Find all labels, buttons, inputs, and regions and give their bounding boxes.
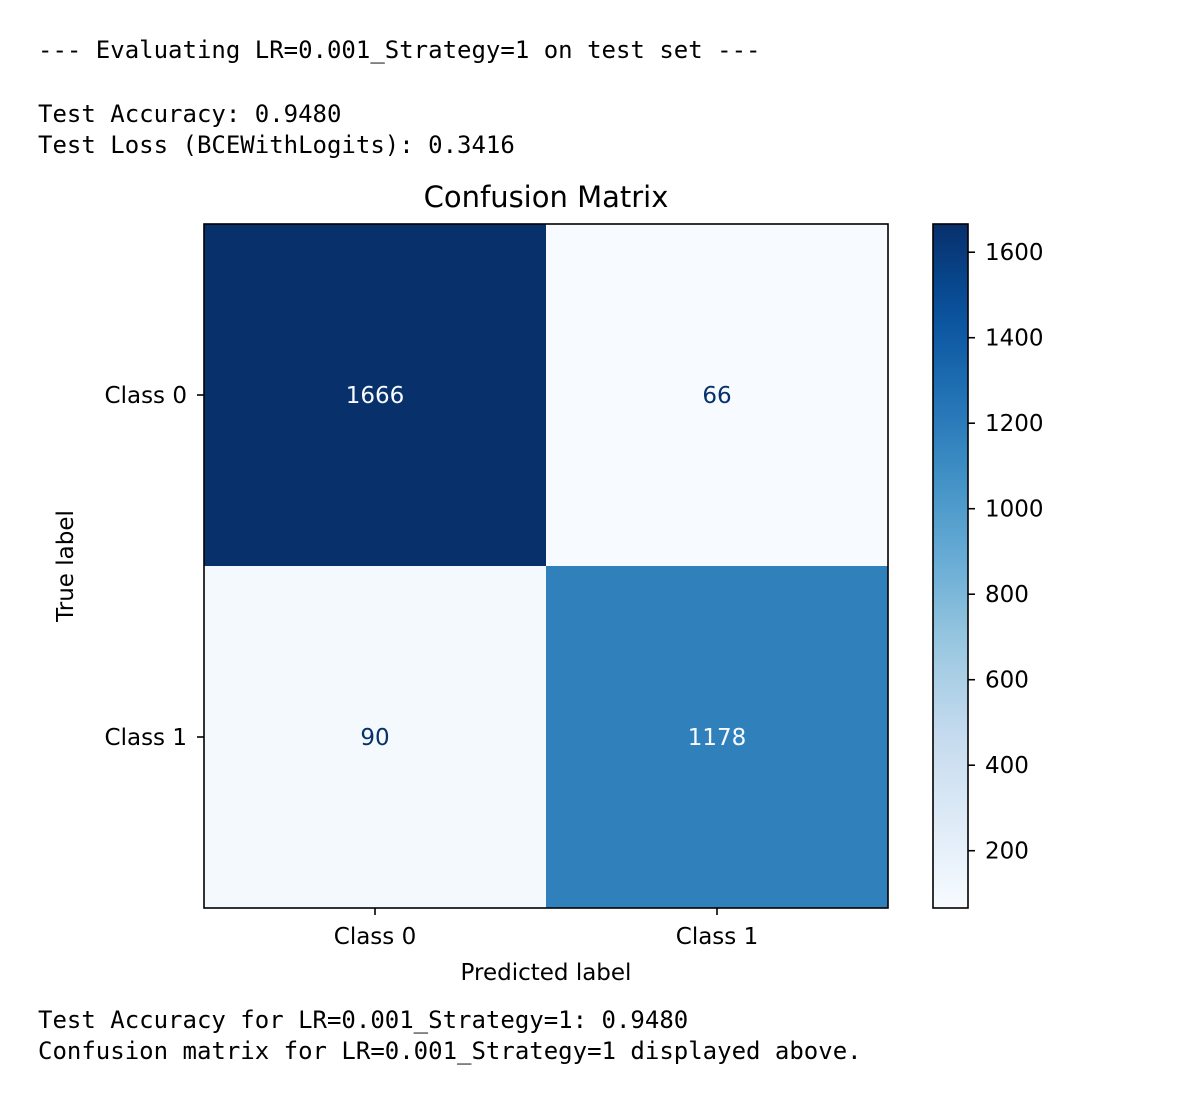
cell-value-label: 1178 (688, 725, 747, 751)
colorbar-tick-label: 1000 (985, 497, 1044, 523)
y-axis-label: True label (53, 510, 79, 623)
colorbar-tick-label: 600 (985, 668, 1029, 694)
colorbar-tick-label: 200 (985, 839, 1029, 865)
heatmap-cells: 1666 66 90 1178 (204, 224, 888, 908)
colorbar-tick-label: 800 (985, 582, 1029, 608)
console-test-accuracy: Test Accuracy: 0.9480 (38, 100, 342, 128)
chart-title: Confusion Matrix (424, 180, 669, 214)
console-header: --- Evaluating LR=0.001_Strategy=1 on te… (38, 36, 761, 64)
console-test-loss: Test Loss (BCEWithLogits): 0.3416 (38, 131, 515, 159)
colorbar-tick-label: 1200 (985, 411, 1044, 437)
console-footer-accuracy: Test Accuracy for LR=0.001_Strategy=1: 0… (38, 1006, 689, 1034)
y-axis: Class 0 Class 1 (105, 383, 204, 751)
colorbar-tick-label: 400 (985, 753, 1029, 779)
cell-value-label: 90 (360, 725, 389, 751)
heatmap-cell (204, 566, 546, 908)
cell-value-label: 66 (702, 383, 731, 409)
y-tick-label: Class 0 (105, 383, 187, 409)
y-tick-label: Class 1 (105, 725, 187, 751)
x-axis: Class 0 Class 1 (334, 908, 758, 950)
colorbar-tick-label: 1600 (985, 240, 1044, 266)
x-tick-label: Class 0 (334, 924, 416, 950)
colorbar-gradient (932, 223, 969, 909)
colorbar: 200 400 600 800 1000 1200 1400 1600 (932, 223, 1044, 909)
heatmap-cell (546, 224, 888, 566)
plot-frame (203, 223, 889, 909)
heatmap-cell (546, 566, 888, 908)
confusion-matrix-figure: Confusion Matrix 1666 66 90 1178 Class 0 Cla… (0, 170, 1196, 1000)
x-tick-label: Class 1 (676, 924, 758, 950)
cell-value-label: 1666 (346, 383, 405, 409)
console-footer-confusion: Confusion matrix for LR=0.001_Strategy=1… (38, 1037, 862, 1065)
colorbar-tick-label: 1400 (985, 326, 1044, 352)
x-axis-label: Predicted label (461, 960, 632, 986)
heatmap-cell (204, 224, 546, 566)
